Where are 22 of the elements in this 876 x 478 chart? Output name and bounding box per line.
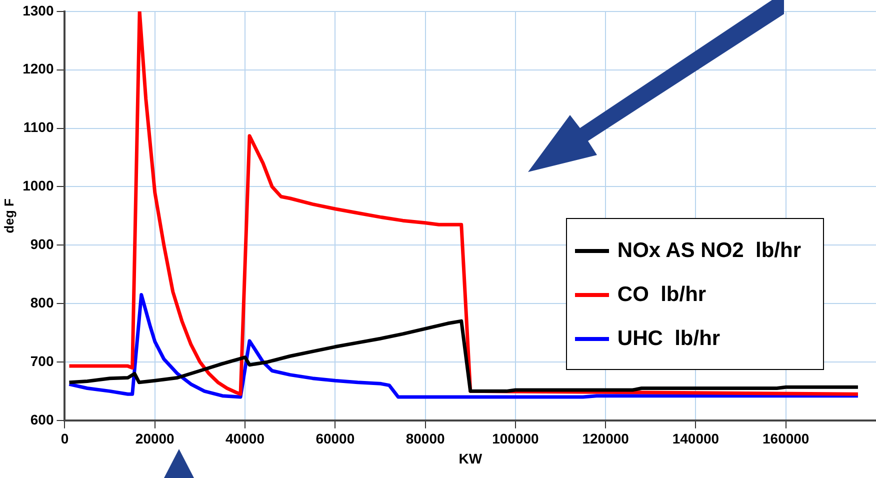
x-tick-label: 120000 bbox=[582, 430, 630, 447]
x-tick-label: 80000 bbox=[406, 430, 445, 447]
x-tick-label: 60000 bbox=[316, 430, 355, 447]
y-axis-title: deg F bbox=[1, 198, 16, 234]
x-axis-title: KW bbox=[458, 450, 483, 466]
x-tick-label: 40000 bbox=[226, 430, 265, 447]
y-tick-label: 1100 bbox=[23, 119, 54, 136]
y-tick-label: 800 bbox=[30, 294, 54, 310]
legend-label: NOx AS NO2 lb/hr bbox=[617, 239, 801, 263]
y-tick-label: 1000 bbox=[22, 178, 54, 194]
y-tick-label: 900 bbox=[30, 236, 54, 252]
x-tick-label: 140000 bbox=[672, 430, 720, 447]
y-tick-label: 1200 bbox=[22, 60, 54, 77]
x-tick-label: 160000 bbox=[762, 430, 810, 447]
legend-label: UHC lb/hr bbox=[617, 327, 720, 351]
x-tick-label: 0 bbox=[60, 430, 69, 447]
x-tick-label: 20000 bbox=[135, 430, 175, 447]
y-tick-label: 700 bbox=[30, 352, 54, 369]
y-tick-label: 600 bbox=[30, 411, 54, 428]
y-tick-label: 1300 bbox=[22, 2, 54, 18]
x-tick-label: 100000 bbox=[492, 430, 540, 447]
legend-label: CO lb/hr bbox=[617, 283, 706, 307]
